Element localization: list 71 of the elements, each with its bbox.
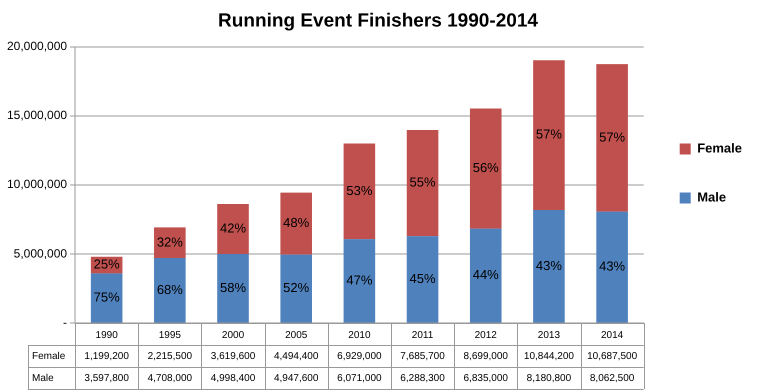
legend-label: Male	[697, 190, 726, 205]
text: Male	[32, 372, 54, 384]
data-label: 8,180,800	[526, 372, 572, 384]
x-tick-label: 1995	[158, 330, 182, 341]
annotation: 52%	[283, 280, 310, 296]
annotation: 43%	[536, 258, 562, 273]
x-tick-label: 2012	[474, 330, 498, 341]
annotation: 32%	[156, 234, 184, 250]
annotation: 45%	[410, 270, 436, 286]
data-label: 10,844,200	[524, 350, 574, 362]
data-label: 6,835,000	[463, 372, 508, 384]
bar	[470, 228, 502, 322]
bar	[406, 130, 438, 236]
data-label: 4,494,400	[274, 350, 319, 362]
bar	[533, 60, 565, 210]
x-tick-label: 2005	[285, 330, 308, 341]
bar	[280, 192, 312, 255]
x-tick-label: 2000	[222, 330, 245, 341]
y-tick-label: -	[63, 315, 68, 330]
y-tick-label: 15,000,000	[6, 108, 68, 122]
bar	[154, 258, 186, 322]
annotation: 47%	[346, 272, 373, 288]
legend-label: Female	[697, 140, 742, 156]
x-tick-label: 1990	[96, 330, 118, 341]
data-label: 8,062,500	[590, 372, 635, 384]
x-tick-label: 2011	[412, 330, 434, 341]
annotation: 42%	[220, 220, 246, 236]
annotation: 56%	[472, 160, 500, 176]
data-label: 1,199,200	[84, 350, 130, 362]
data-label: 6,288,300	[400, 372, 446, 384]
x-tick-label: 2013	[538, 330, 560, 341]
annotation: 57%	[599, 129, 626, 144]
data-label: 3,597,800	[84, 372, 130, 384]
bar	[406, 236, 438, 322]
data-label: 4,998,400	[210, 372, 256, 384]
bar	[470, 108, 502, 229]
data-label: 7,685,700	[400, 350, 446, 362]
bar	[533, 210, 565, 322]
data-label: 6,071,000	[337, 372, 382, 384]
bar	[280, 254, 312, 322]
bar	[344, 239, 376, 322]
bar	[217, 254, 249, 322]
bar	[217, 204, 249, 254]
bar	[90, 273, 122, 322]
y-tick-label: 10,000,000	[6, 177, 68, 192]
annotation: 75%	[94, 289, 120, 304]
data-label: 10,687,500	[587, 350, 638, 362]
data-label: 4,708,000	[148, 372, 193, 384]
annotation: 25%	[94, 256, 120, 272]
x-tick-label: 2010	[348, 330, 371, 341]
data-label: 8,699,000	[463, 350, 508, 362]
bar	[344, 143, 376, 240]
bar	[596, 212, 628, 322]
bar	[596, 64, 628, 212]
annotation: 68%	[156, 282, 184, 297]
data-label: 6,929,000	[337, 350, 382, 362]
annotation: 55%	[410, 174, 436, 190]
text: Female	[32, 350, 66, 362]
annotation: 43%	[599, 258, 626, 274]
annotation: 57%	[536, 126, 562, 142]
y-tick-label: 5,000,000	[14, 246, 68, 260]
data-label: 2,215,500	[148, 350, 193, 362]
y-tick-label: 20,000,000	[6, 39, 68, 54]
annotation: 58%	[220, 280, 246, 295]
data-label: 4,947,600	[274, 372, 319, 384]
data-label: 3,619,600	[210, 350, 256, 362]
annotation: 53%	[346, 182, 373, 198]
x-tick-label: 2014	[600, 330, 624, 341]
annotation: 48%	[283, 215, 310, 230]
chart-title: Running Event Finishers 1990-2014	[218, 10, 538, 32]
annotation: 44%	[472, 267, 500, 282]
